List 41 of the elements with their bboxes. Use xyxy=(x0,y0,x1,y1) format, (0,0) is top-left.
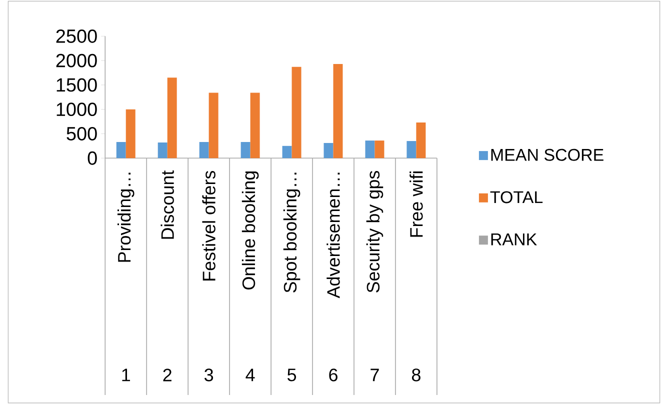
y-tick-label: 2500 xyxy=(56,29,97,43)
text: 5 xyxy=(287,368,296,382)
bar xyxy=(126,109,136,158)
x-tick-label: Online booking xyxy=(242,171,259,290)
bar xyxy=(374,140,384,158)
bar xyxy=(116,142,126,158)
bar xyxy=(365,140,375,158)
bar xyxy=(333,64,343,158)
x-tick-label: Festivel offers xyxy=(202,170,216,280)
bar xyxy=(282,146,292,158)
text: 6 xyxy=(329,368,338,382)
bar xyxy=(240,142,250,158)
x-tick-label: Free wifi xyxy=(410,171,423,237)
x-tick-label: Security by gps xyxy=(366,170,384,292)
y-tick-label: 0 xyxy=(88,151,97,165)
text: 7 xyxy=(370,368,379,382)
text: 1 xyxy=(122,368,130,382)
bar xyxy=(406,140,416,158)
bar xyxy=(199,142,209,158)
x-tick-label: Providing… xyxy=(117,172,134,262)
text: 8 xyxy=(412,368,420,382)
bar xyxy=(167,78,177,158)
bar xyxy=(292,66,302,158)
y-tick-label: 500 xyxy=(66,126,97,140)
y-tick-label: 1500 xyxy=(56,78,97,92)
legend-label: TOTAL xyxy=(490,191,543,204)
bar xyxy=(208,92,218,158)
x-tick-label: Advertisemen… xyxy=(326,172,340,298)
text: 3 xyxy=(204,368,214,382)
x-tick-label: Spot booking… xyxy=(283,172,300,292)
x-tick-label: Discount xyxy=(160,170,174,239)
legend-label: MEAN SCORE xyxy=(491,148,604,161)
y-tick-label: 2000 xyxy=(56,54,97,68)
bar xyxy=(324,142,334,158)
legend-label: RANK xyxy=(491,233,537,246)
bar xyxy=(250,92,260,158)
bar xyxy=(416,122,426,158)
text: 2 xyxy=(163,368,172,382)
text: 4 xyxy=(246,368,255,382)
y-tick-label: 1000 xyxy=(56,102,97,116)
bar xyxy=(158,142,168,158)
